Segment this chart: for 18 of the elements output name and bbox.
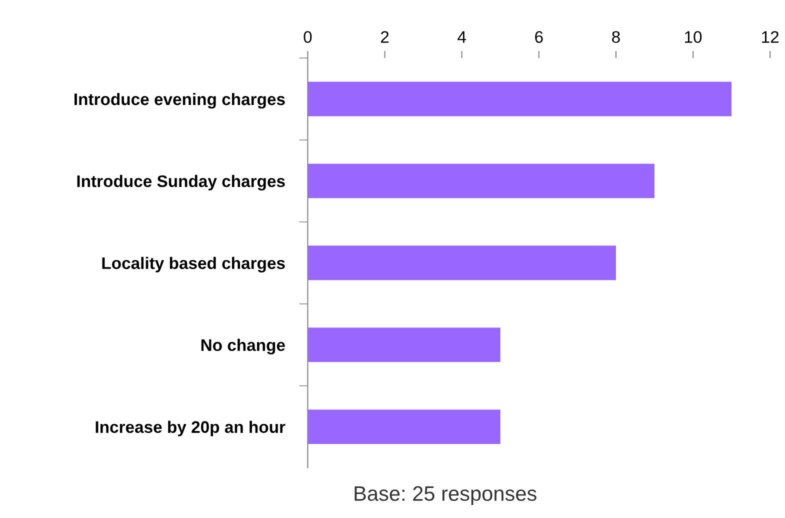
- bar: [308, 328, 500, 362]
- y-tick-label: Increase by 20p an hour: [96, 420, 286, 436]
- y-tick-label: Introduce Sunday charges: [77, 174, 285, 191]
- x-tick-label: 12: [762, 31, 779, 43]
- x-tick-label: 0: [304, 31, 312, 43]
- text: Base: 25 responses: [354, 486, 536, 506]
- bar: [308, 410, 500, 444]
- bar: [308, 164, 654, 198]
- x-tick-label: 10: [685, 31, 702, 43]
- x-tick-label: 6: [535, 31, 543, 43]
- y-tick-label: No change: [201, 338, 285, 354]
- y-tick-label: Locality based charges: [102, 256, 285, 272]
- x-tick-label: 4: [458, 31, 466, 43]
- bar: [308, 246, 616, 280]
- bar: [308, 82, 732, 116]
- x-tick-label: 2: [380, 31, 389, 43]
- x-tick-label: 8: [612, 31, 620, 43]
- y-tick-label: Introduce evening charges: [74, 92, 285, 109]
